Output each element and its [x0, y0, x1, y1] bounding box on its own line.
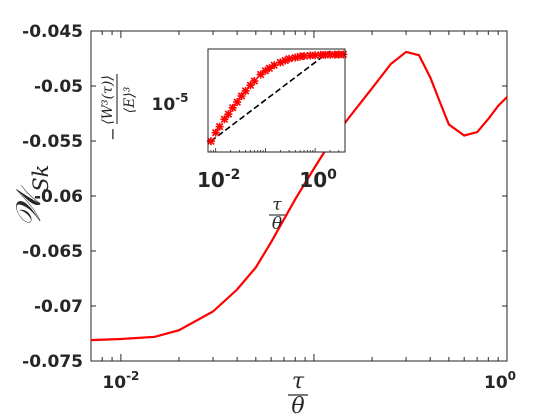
inset-markers — [206, 50, 348, 146]
main-y-tick-label: -0.05 — [34, 77, 83, 97]
main-x-label-numerator: τ — [292, 369, 305, 394]
main-ticks — [90, 30, 508, 362]
main-y-axis-label: 𝒲Sk — [9, 165, 53, 228]
inset-plot: 10-2 100 10-5 − ⟨W³(τ)⟩ ⟨E⟩³ τ θ — [100, 48, 348, 234]
main-y-tick-label: -0.045 — [22, 22, 83, 42]
svg-text:𝒲Sk: 𝒲Sk — [9, 165, 53, 228]
inset-y-label-numerator: ⟨W³(τ)⟩ — [100, 75, 116, 125]
main-plot: -0.045-0.05-0.055-0.06-0.065-0.07-0.075 … — [9, 22, 516, 419]
main-series-line — [90, 50, 508, 342]
inset-x-label-numerator: τ — [272, 195, 282, 215]
inset-x-tick-label: 100 — [299, 167, 337, 192]
main-x-label-denominator: θ — [291, 394, 304, 419]
inset-marker — [220, 115, 229, 124]
inset-axes-box — [207, 48, 346, 153]
main-y-tick-label: -0.07 — [34, 297, 83, 317]
inset-marker — [206, 137, 215, 146]
inset-marker — [285, 54, 294, 63]
main-y-tick-label: -0.075 — [22, 352, 83, 372]
main-y-tick-label: -0.055 — [22, 132, 83, 152]
main-x-axis-label: τ θ — [288, 369, 308, 419]
inset-x-axis-label: τ θ — [269, 195, 285, 234]
main-y-tick-label: -0.065 — [22, 242, 83, 262]
main-x-tick-label: 100 — [484, 369, 516, 393]
main-y-tick-label: -0.06 — [34, 187, 83, 207]
inset-x-label-denominator: θ — [272, 214, 282, 234]
main-y-label-sub: Sk — [29, 165, 53, 192]
inset-marker — [250, 76, 259, 85]
main-x-tick-label: 10-2 — [102, 369, 139, 393]
inset-y-label-prefix: − — [103, 127, 122, 140]
inset-marker — [339, 50, 348, 59]
inset-x-tick-labels: 10-2 100 — [197, 167, 337, 192]
inset-background — [208, 49, 345, 152]
inset-x-tick-label: 10-2 — [197, 167, 240, 192]
inset-marker — [228, 103, 237, 112]
inset-y-label-denominator: ⟨E⟩³ — [122, 86, 138, 113]
main-y-tick-labels: -0.045 -0.05 -0.055 -0.06 -0.065 -0.07 -0.075 — [22, 22, 83, 372]
inset-marker — [233, 98, 242, 107]
inset-marker — [270, 61, 279, 70]
inset-marker — [211, 128, 220, 137]
main-x-tick-labels: 10-2 100 — [102, 369, 516, 393]
inset-y-tick-labels: 10-5 — [151, 91, 188, 115]
inset-marker — [215, 122, 224, 131]
inset-marker — [224, 110, 233, 119]
inset-y-tick-label: 10-5 — [151, 91, 188, 115]
inset-y-axis-label: − ⟨W³(τ)⟩ ⟨E⟩³ — [100, 74, 138, 141]
inset-fit-line — [210, 50, 331, 142]
